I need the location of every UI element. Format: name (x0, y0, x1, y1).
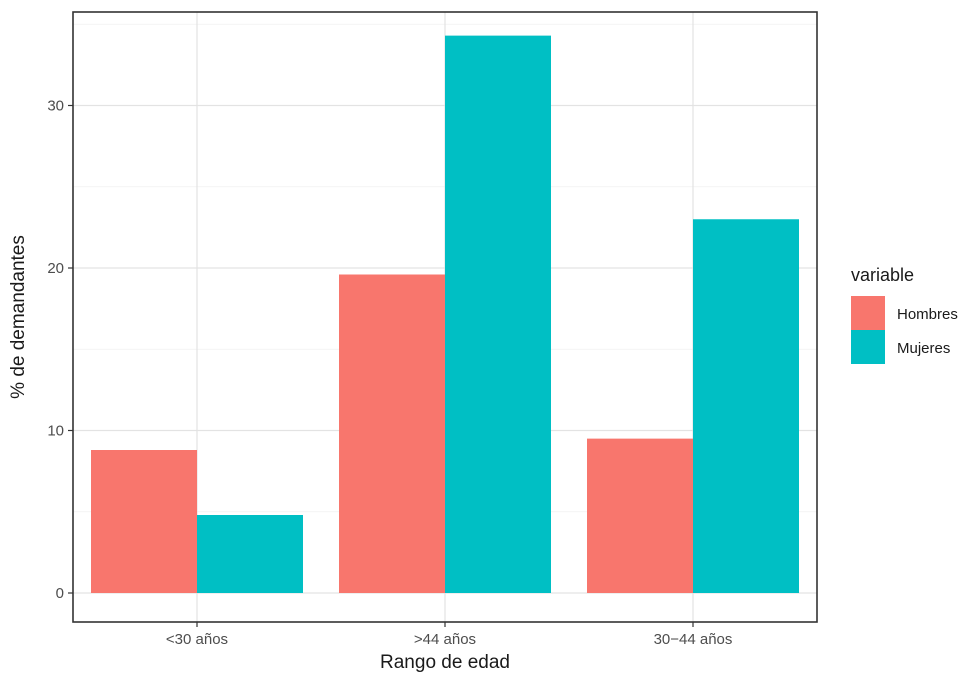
legend-key-hombres (851, 296, 885, 330)
y-tick-label: 0 (56, 585, 64, 602)
y-tick-label: 20 (47, 260, 64, 277)
bar-mujeres (445, 35, 551, 593)
x-tick-label: 30−44 años (654, 631, 733, 648)
bar-mujeres (197, 515, 303, 593)
y-axis-title: % de demandantes (8, 235, 29, 399)
bars (91, 35, 799, 593)
y-tick-label: 30 (47, 98, 64, 115)
legend-key-mujeres (851, 330, 885, 364)
bar-mujeres (693, 219, 799, 593)
x-tick-label: >44 años (414, 631, 476, 648)
legend-label: Hombres (897, 306, 958, 323)
legend: variable Hombres Mujeres (851, 265, 958, 364)
x-tick-label: <30 años (166, 631, 228, 648)
axes: 0 10 20 30 <30 años >44 años 30−44 años (47, 98, 732, 649)
x-axis-title: Rango de edad (380, 652, 510, 673)
bar-hombres (91, 450, 197, 593)
bar-hombres (339, 274, 445, 593)
legend-title: variable (851, 265, 914, 285)
y-tick-label: 10 (47, 423, 64, 440)
legend-label: Mujeres (897, 340, 950, 357)
bar-hombres (587, 438, 693, 593)
